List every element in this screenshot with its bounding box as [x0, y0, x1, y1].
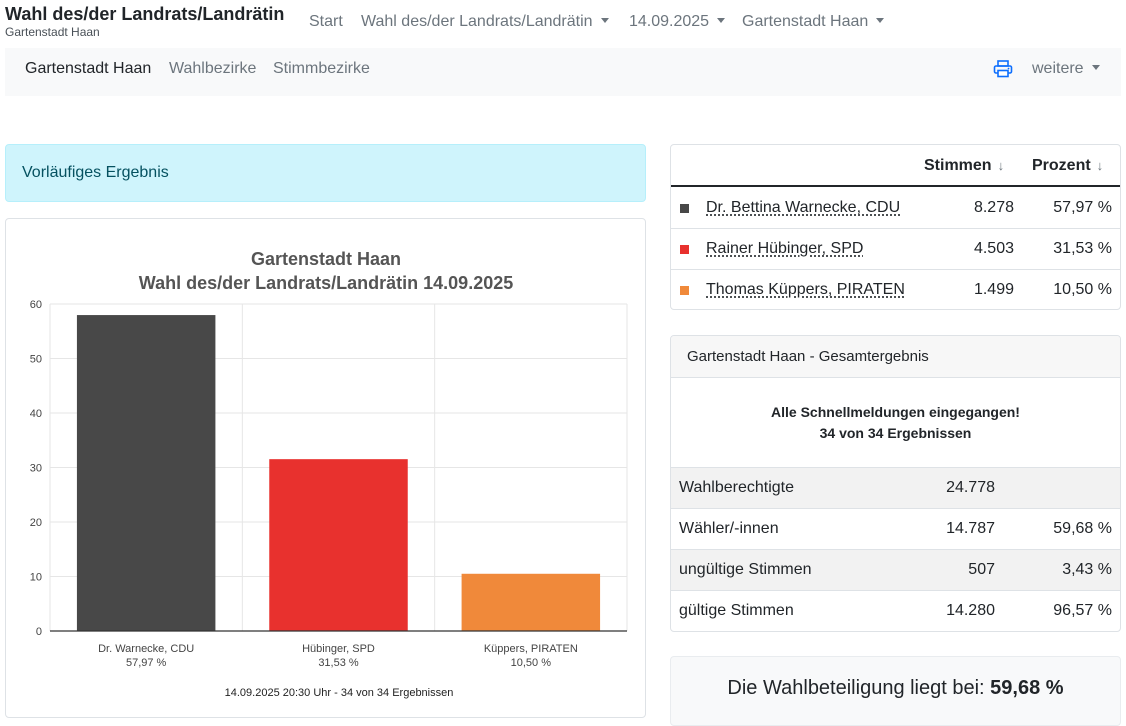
- alert-text: Vorläufiges Ergebnis: [22, 164, 169, 182]
- caret-down-icon: [1092, 65, 1100, 70]
- x-percent-label: 31,53 %: [318, 657, 359, 669]
- results-table: Stimmen ↓ Prozent ↓ Dr. Bettina Warnecke, …: [670, 144, 1121, 310]
- notice-line-1: Alle Schnellmeldungen eingegangen!: [671, 402, 1120, 423]
- printer-icon[interactable]: [993, 60, 1013, 78]
- bar-2[interactable]: [269, 459, 407, 631]
- party-color-swatch: [680, 245, 689, 254]
- total-row-percent: 59,68 %: [1053, 520, 1112, 538]
- turnout-box: Die Wahlbeteiligung liegt bei: 59,68 %: [670, 656, 1121, 726]
- results-row: Rainer Hübinger, SPD 4.503 31,53 %: [671, 229, 1120, 270]
- subnav-item-stimmbezirke[interactable]: Stimmbezirke: [273, 59, 370, 79]
- total-row-value: 24.778: [946, 479, 995, 497]
- nav-start-link[interactable]: Start: [309, 12, 343, 32]
- x-category-label: Dr. Warnecke, CDU: [98, 643, 194, 655]
- turnout-label: Die Wahlbeteiligung liegt bei:: [727, 677, 984, 699]
- caret-down-icon: [601, 18, 609, 23]
- total-row: Wahlberechtigte 24.778: [671, 467, 1120, 508]
- caret-down-icon: [717, 18, 725, 23]
- reports-notice: Alle Schnellmeldungen eingegangen! 34 vo…: [671, 402, 1120, 444]
- bar-1[interactable]: [77, 315, 215, 631]
- x-percent-label: 57,97 %: [126, 657, 167, 669]
- percent-header-label: Prozent: [1032, 157, 1091, 174]
- caret-down-icon: [876, 18, 884, 23]
- total-row-value: 507: [968, 561, 995, 579]
- total-row: gültige Stimmen 14.280 96,57 %: [671, 590, 1120, 631]
- total-row-label: Wahlberechtigte: [679, 479, 794, 497]
- results-table-header: Stimmen ↓ Prozent ↓: [671, 145, 1120, 187]
- percent-value: 57,97 %: [1053, 199, 1112, 217]
- total-row: Wähler/-innen 14.787 59,68 %: [671, 508, 1120, 549]
- votes-value: 8.278: [974, 199, 1014, 217]
- results-row: Dr. Bettina Warnecke, CDU 8.278 57,97 %: [671, 188, 1120, 229]
- nav-area-dropdown[interactable]: Gartenstadt Haan: [742, 12, 884, 32]
- total-row-percent: 96,57 %: [1053, 602, 1112, 620]
- total-result-title: Gartenstadt Haan - Gesamtergebnis: [687, 348, 929, 365]
- more-label: weitere: [1032, 60, 1084, 77]
- y-tick-label: 50: [30, 354, 42, 366]
- brand[interactable]: Wahl des/der Landrats/Landrätin Gartenst…: [5, 3, 284, 39]
- total-row-label: Wähler/-innen: [679, 520, 779, 538]
- subnav-item-wahlbezirke[interactable]: Wahlbezirke: [169, 59, 256, 79]
- nav-election-label: Wahl des/der Landrats/Landrätin: [361, 13, 593, 30]
- total-row: ungültige Stimmen 507 3,43 %: [671, 549, 1120, 590]
- more-dropdown[interactable]: weitere: [1032, 59, 1100, 79]
- x-percent-label: 10,50 %: [511, 657, 552, 669]
- x-category-label: Küppers, PIRATEN: [484, 643, 578, 655]
- bar-3[interactable]: [462, 574, 600, 631]
- chart-card: Gartenstadt Haan Wahl des/der Landrats/L…: [5, 218, 646, 718]
- total-row-value: 14.280: [946, 602, 995, 620]
- percent-value: 10,50 %: [1053, 281, 1112, 299]
- candidate-link[interactable]: Rainer Hübinger, SPD: [706, 240, 863, 258]
- turnout-text: Die Wahlbeteiligung liegt bei: 59,68 %: [671, 677, 1120, 700]
- sort-arrow-icon: ↓: [998, 158, 1005, 173]
- total-row-percent: 3,43 %: [1062, 561, 1112, 579]
- percent-value: 31,53 %: [1053, 240, 1112, 258]
- top-navbar: Wahl des/der Landrats/Landrätin Gartenst…: [0, 0, 1126, 44]
- y-tick-label: 40: [30, 408, 42, 420]
- chart-footer: 14.09.2025 20:30 Uhr - 34 von 34 Ergebni…: [225, 687, 454, 699]
- chart-title: Gartenstadt Haan: [251, 249, 401, 269]
- results-row: Thomas Küppers, PIRATEN 1.499 10,50 %: [671, 270, 1120, 311]
- candidate-link[interactable]: Thomas Küppers, PIRATEN: [706, 281, 905, 299]
- y-tick-label: 30: [30, 463, 42, 475]
- party-color-swatch: [680, 204, 689, 213]
- nav-election-dropdown[interactable]: Wahl des/der Landrats/Landrätin: [361, 12, 609, 32]
- brand-subtitle: Gartenstadt Haan: [5, 25, 284, 39]
- party-color-swatch: [680, 286, 689, 295]
- y-tick-label: 10: [30, 572, 42, 584]
- y-tick-label: 60: [30, 299, 42, 311]
- chart-subtitle: Wahl des/der Landrats/Landrätin 14.09.20…: [139, 273, 513, 293]
- total-row-label: ungültige Stimmen: [679, 561, 812, 579]
- total-result-card: Gartenstadt Haan - Gesamtergebnis Alle S…: [670, 335, 1121, 632]
- turnout-value: 59,68 %: [990, 677, 1063, 699]
- subnav-item-gartenstadt-haan[interactable]: Gartenstadt Haan: [25, 59, 151, 79]
- bar-chart: Gartenstadt Haan Wahl des/der Landrats/L…: [6, 219, 647, 719]
- total-row-value: 14.787: [946, 520, 995, 538]
- votes-header-label: Stimmen: [924, 157, 992, 174]
- nav-date-label: 14.09.2025: [629, 13, 709, 30]
- votes-value: 4.503: [974, 240, 1014, 258]
- x-category-label: Hübinger, SPD: [302, 643, 375, 655]
- candidate-link[interactable]: Dr. Bettina Warnecke, CDU: [706, 199, 900, 217]
- nav-date-dropdown[interactable]: 14.09.2025: [629, 12, 725, 32]
- preliminary-result-alert: Vorläufiges Ergebnis: [5, 144, 646, 202]
- total-result-header: Gartenstadt Haan - Gesamtergebnis: [671, 336, 1120, 378]
- sort-arrow-icon: ↓: [1097, 158, 1104, 173]
- total-row-label: gültige Stimmen: [679, 602, 794, 620]
- percent-column-header[interactable]: Prozent ↓: [1032, 157, 1103, 175]
- notice-line-2: 34 von 34 Ergebnissen: [671, 423, 1120, 444]
- y-tick-label: 20: [30, 517, 42, 529]
- votes-value: 1.499: [974, 281, 1014, 299]
- nav-area-label: Gartenstadt Haan: [742, 13, 868, 30]
- brand-title[interactable]: Wahl des/der Landrats/Landrätin: [5, 3, 284, 25]
- sub-navbar: Gartenstadt Haan Wahlbezirke Stimmbezirk…: [5, 48, 1121, 96]
- votes-column-header[interactable]: Stimmen ↓: [924, 157, 1004, 175]
- y-tick-label: 0: [36, 626, 42, 638]
